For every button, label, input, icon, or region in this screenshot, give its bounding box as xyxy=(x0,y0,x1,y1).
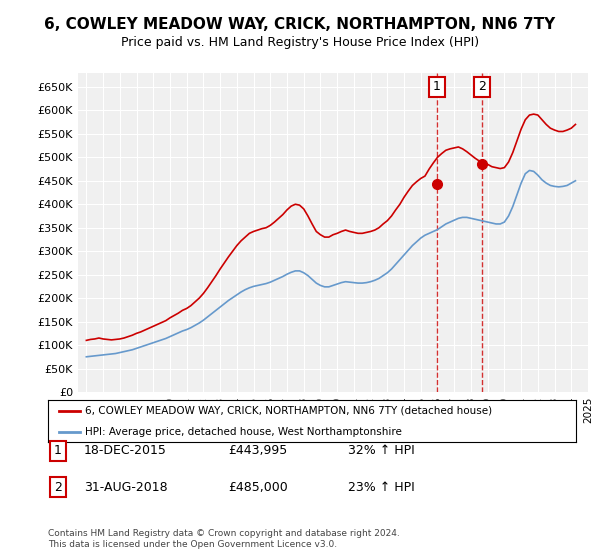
Text: 2: 2 xyxy=(478,81,486,94)
Text: 18-DEC-2015: 18-DEC-2015 xyxy=(84,444,167,458)
Text: 32% ↑ HPI: 32% ↑ HPI xyxy=(348,444,415,458)
Text: Price paid vs. HM Land Registry's House Price Index (HPI): Price paid vs. HM Land Registry's House … xyxy=(121,36,479,49)
Text: 23% ↑ HPI: 23% ↑ HPI xyxy=(348,480,415,494)
Text: 1: 1 xyxy=(54,444,62,458)
Text: £443,995: £443,995 xyxy=(228,444,287,458)
Text: HPI: Average price, detached house, West Northamptonshire: HPI: Average price, detached house, West… xyxy=(85,427,402,437)
Text: Contains HM Land Registry data © Crown copyright and database right 2024.
This d: Contains HM Land Registry data © Crown c… xyxy=(48,529,400,549)
Text: 1: 1 xyxy=(433,81,441,94)
Text: 2: 2 xyxy=(54,480,62,494)
Text: 6, COWLEY MEADOW WAY, CRICK, NORTHAMPTON, NN6 7TY: 6, COWLEY MEADOW WAY, CRICK, NORTHAMPTON… xyxy=(44,17,556,32)
Text: 31-AUG-2018: 31-AUG-2018 xyxy=(84,480,167,494)
Text: 6, COWLEY MEADOW WAY, CRICK, NORTHAMPTON, NN6 7TY (detached house): 6, COWLEY MEADOW WAY, CRICK, NORTHAMPTON… xyxy=(85,406,492,416)
Text: £485,000: £485,000 xyxy=(228,480,288,494)
